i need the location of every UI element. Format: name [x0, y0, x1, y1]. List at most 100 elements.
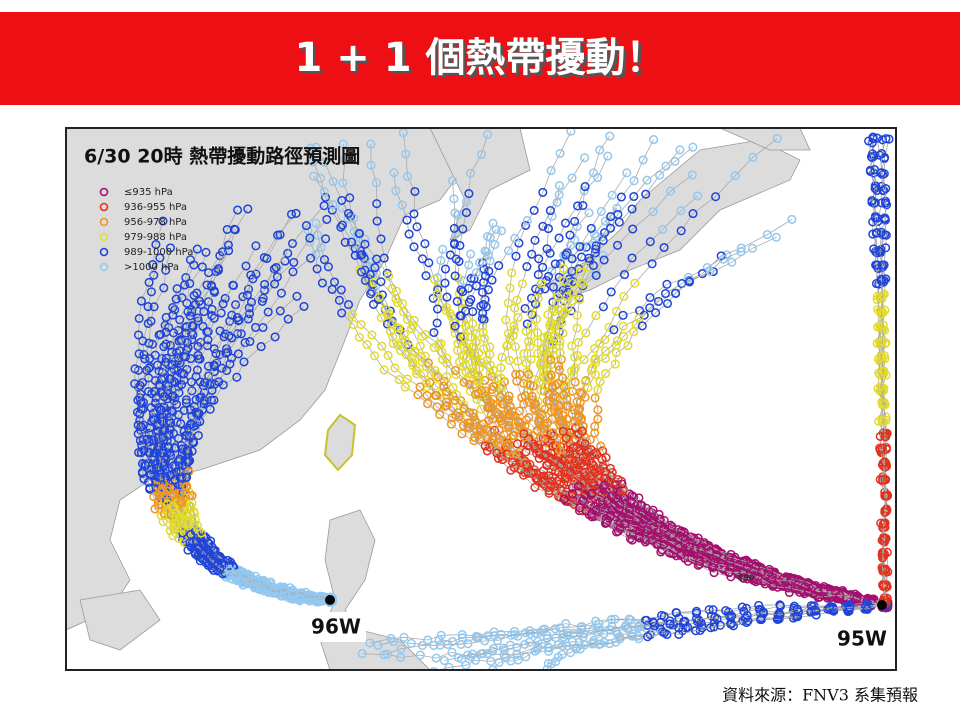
track-line [550, 149, 883, 607]
track-point [401, 149, 411, 159]
track-point [256, 342, 266, 352]
track-point [588, 260, 598, 271]
track-point [360, 234, 370, 244]
track-point [432, 289, 442, 299]
track-point [616, 192, 626, 202]
track-point [575, 267, 585, 277]
track-point [527, 391, 537, 401]
track-point [595, 377, 605, 387]
track-point [483, 649, 493, 659]
track-point [508, 411, 518, 421]
track-point [538, 262, 548, 272]
track-point [877, 260, 887, 270]
track-point [612, 336, 622, 346]
track-point [153, 426, 163, 436]
track-point [233, 349, 243, 359]
track-point [555, 348, 565, 358]
track-point [308, 157, 318, 167]
track-point [459, 351, 469, 361]
track-point [876, 227, 886, 237]
track-point [634, 531, 644, 541]
track-point [596, 441, 606, 451]
track-point [660, 533, 670, 544]
track-point [532, 425, 542, 435]
track-point [642, 175, 652, 185]
track-point [499, 645, 509, 655]
track-point [134, 447, 144, 458]
track-point [450, 271, 460, 281]
track-point [554, 361, 564, 371]
track-point [287, 238, 298, 249]
track-point [244, 309, 255, 319]
track-point [396, 346, 406, 356]
track-point [638, 518, 648, 529]
track-point [442, 302, 452, 312]
track-point [466, 273, 476, 283]
track-point [548, 297, 558, 307]
track-point [593, 414, 603, 424]
track-point [156, 405, 166, 415]
track-point [563, 287, 573, 297]
track-point [866, 152, 876, 162]
track-point [440, 278, 450, 288]
track-point [464, 260, 474, 270]
track-point [159, 283, 169, 293]
track-point [402, 374, 412, 384]
track-point [202, 280, 212, 290]
track-point [494, 261, 504, 271]
track-point [606, 287, 616, 297]
track-point [143, 302, 153, 312]
track-point [270, 279, 280, 289]
track-point [139, 445, 149, 455]
track-point [659, 539, 669, 549]
track-point [538, 187, 548, 197]
track-line [454, 254, 887, 605]
track-point [471, 337, 481, 347]
track-point [286, 209, 297, 219]
track-point [431, 369, 441, 379]
track-point [203, 297, 214, 307]
track-point [149, 302, 159, 312]
track-point [709, 558, 719, 568]
track-point [215, 552, 225, 563]
track-point [875, 321, 885, 331]
track-point [658, 224, 668, 235]
track-point [736, 243, 746, 253]
track-point [878, 564, 888, 574]
track-point [739, 556, 749, 566]
track-point [639, 515, 649, 525]
track-point [429, 640, 439, 650]
track-point [880, 432, 890, 442]
track-point [432, 318, 442, 328]
track-point [546, 355, 556, 365]
track-point [189, 260, 199, 270]
track-point [469, 350, 479, 360]
track-line [557, 135, 887, 609]
system-marker [325, 595, 335, 605]
track-point [496, 363, 506, 373]
track-point [544, 486, 554, 496]
track-point [137, 440, 147, 450]
track-point [497, 455, 508, 465]
track-point [567, 489, 578, 499]
track-point [158, 417, 168, 427]
track-point [463, 650, 473, 660]
track-point [229, 224, 239, 234]
track-point [521, 628, 531, 638]
track-point [684, 277, 695, 287]
track-point [145, 470, 155, 480]
track-point [187, 321, 197, 331]
track-point [134, 313, 144, 324]
track-point [420, 239, 430, 249]
track-point [162, 486, 172, 496]
track-point [452, 210, 463, 220]
track-point [217, 247, 228, 257]
track-point [880, 518, 890, 528]
track-point [221, 348, 231, 358]
track-point [485, 426, 495, 436]
track-point [260, 279, 270, 289]
track-point [545, 248, 555, 258]
track-point [554, 181, 564, 191]
track-point [767, 575, 777, 585]
track-point [526, 354, 536, 364]
